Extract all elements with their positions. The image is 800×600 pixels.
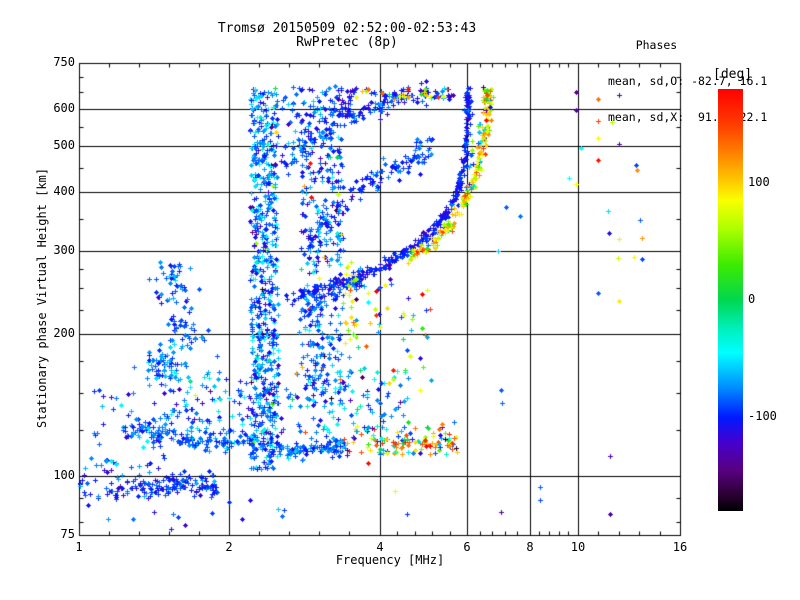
x-tick-label: 16	[672, 540, 688, 554]
y-tick-label: 750	[53, 55, 75, 69]
colorbar-gradient	[718, 89, 743, 511]
colorbar-tick-label: 0	[748, 292, 756, 306]
phase-stats-o-line: mean, sd,O: -82.7, 16.1	[608, 74, 768, 88]
x-tick-label: 6	[463, 540, 471, 554]
y-tick-label: 400	[53, 184, 75, 198]
x-tick-label: 4	[376, 540, 384, 554]
y-tick-label: 100	[53, 468, 75, 482]
x-axis-title: Frequency [MHz]	[335, 553, 445, 567]
phase-stats-x-line: mean, sd,X: 91.1, 22.1	[608, 110, 768, 124]
x-tick-label: 8	[526, 540, 534, 554]
plot-subtitle: RwPretec (8p)	[296, 35, 398, 50]
plot-title: Tromsø 20150509 02:52:00-02:53:43	[217, 21, 477, 36]
y-tick-label: 600	[53, 101, 75, 115]
y-tick-label: 75	[60, 527, 75, 541]
x-tick-label: 1	[75, 540, 83, 554]
colorbar-tick-label: -100	[748, 409, 777, 423]
y-tick-label: 500	[53, 138, 75, 152]
y-tick-label: 300	[53, 243, 75, 257]
y-axis-title: Stationary phase Virtual Height [km]	[35, 167, 49, 429]
colorbar-tick-label: 100	[748, 175, 770, 189]
colorbar-unit-label: [deg]	[713, 67, 753, 82]
y-tick-label: 200	[53, 326, 75, 340]
phase-stats-block: Phases mean, sd,O: -82.7, 16.1 mean, sd,…	[608, 15, 767, 147]
x-tick-label: 2	[225, 540, 233, 554]
x-tick-label: 10	[570, 540, 586, 554]
phase-stats-heading: Phases	[608, 38, 678, 52]
